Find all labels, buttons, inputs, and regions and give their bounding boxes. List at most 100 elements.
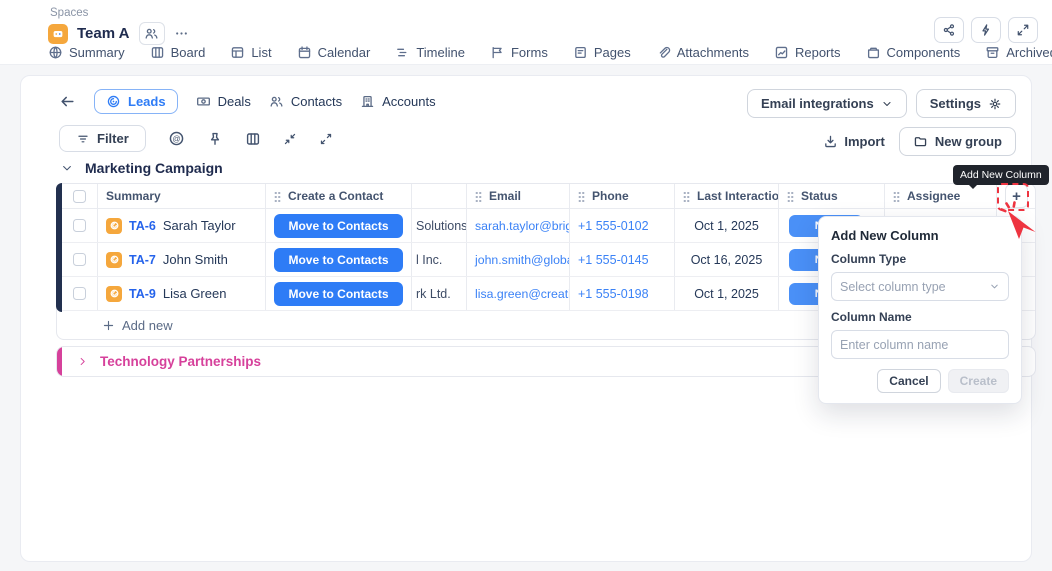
lead-name[interactable]: John Smith (162, 252, 228, 267)
cell-summary[interactable]: TA-9 Lisa Green (98, 277, 266, 310)
task-id[interactable]: TA-9 (129, 286, 156, 301)
email-integrations-button[interactable]: Email integrations (747, 89, 907, 118)
header-last-interaction[interactable]: Last Interaction (675, 184, 779, 208)
collapse-icon (284, 133, 295, 144)
tab-list[interactable]: List (230, 45, 272, 64)
tab-attachments[interactable]: Attachments (656, 45, 749, 64)
header-label: Phone (592, 189, 629, 203)
filter-button[interactable]: Filter (59, 125, 146, 152)
add-new-row-button[interactable]: Add new (57, 311, 1035, 339)
tab-pages[interactable]: Pages (573, 45, 631, 64)
header-assignee[interactable]: Assignee (885, 184, 997, 208)
cancel-button[interactable]: Cancel (877, 369, 941, 393)
subnav-item-leads[interactable]: Leads (94, 89, 178, 114)
more-options-button[interactable] (174, 26, 189, 41)
cell-phone[interactable]: +1 555-0102 (570, 209, 675, 242)
drag-handle-icon[interactable] (893, 190, 900, 202)
cell-company[interactable]: Solutions (412, 209, 467, 242)
cell-company[interactable]: rk Ltd. (412, 277, 467, 310)
tab-calendar[interactable]: Calendar (297, 45, 370, 64)
pin-button[interactable] (207, 131, 223, 147)
cell-company[interactable]: l Inc. (412, 243, 467, 276)
chevron-down-icon (883, 101, 891, 106)
tab-reports[interactable]: Reports (774, 45, 841, 64)
cell-last-interaction[interactable]: Oct 1, 2025 (675, 277, 779, 310)
columns-button[interactable] (245, 131, 261, 147)
lead-type-icon (106, 217, 122, 234)
drag-handle-icon[interactable] (683, 190, 690, 202)
column-name-input[interactable] (831, 330, 1009, 359)
header-company-truncated[interactable] (412, 184, 467, 208)
cell-last-interaction[interactable]: Oct 16, 2025 (675, 243, 779, 276)
automation-button[interactable] (971, 17, 1001, 43)
button-label: Import (844, 134, 885, 149)
row-checkbox[interactable] (73, 287, 86, 300)
header-email[interactable]: Email (467, 184, 570, 208)
share-button[interactable] (934, 17, 964, 43)
move-to-contacts-button[interactable]: Move to Contacts (274, 281, 403, 306)
back-button[interactable] (59, 93, 76, 110)
cell-phone[interactable]: +1 555-0145 (570, 243, 675, 276)
cell-email[interactable]: john.smith@global... (467, 243, 570, 276)
cell-summary[interactable]: TA-6 Sarah Taylor (98, 209, 266, 242)
select-all-checkbox[interactable] (73, 189, 86, 203)
members-button[interactable] (138, 22, 165, 45)
import-button[interactable]: Import (823, 134, 885, 149)
task-id[interactable]: TA-6 (129, 218, 156, 233)
subnav-item-accounts[interactable]: Accounts (360, 94, 436, 109)
tab-timeline[interactable]: Timeline (395, 45, 465, 64)
cell-summary[interactable]: TA-7 John Smith (98, 243, 266, 276)
forms-icon (492, 46, 502, 59)
expand-button[interactable] (1008, 17, 1038, 43)
drag-handle-icon[interactable] (475, 190, 482, 202)
task-id[interactable]: TA-7 (129, 252, 156, 267)
settings-button[interactable]: Settings (915, 89, 1016, 118)
tab-components[interactable]: Components (866, 45, 961, 64)
add-column-popup: Add New Column Column Type Select column… (818, 216, 1022, 404)
move-to-contacts-button[interactable]: Move to Contacts (274, 247, 403, 272)
add-new-column-tooltip: Add New Column (953, 165, 1049, 189)
tab-summary[interactable]: Summary (48, 45, 125, 64)
drag-handle-icon[interactable] (578, 190, 585, 202)
drag-handle-icon[interactable] (274, 190, 281, 202)
subnav-item-deals[interactable]: Deals (196, 94, 251, 109)
row-checkbox[interactable] (73, 253, 86, 266)
cell-phone[interactable]: +1 555-0198 (570, 277, 675, 310)
header-status[interactable]: Status (779, 184, 885, 208)
leads-icon (107, 95, 120, 108)
team-avatar-icon (48, 23, 68, 44)
svg-text:@: @ (172, 134, 180, 143)
header-label: Last Interaction (697, 189, 779, 203)
tab-board[interactable]: Board (150, 45, 205, 64)
gear-icon (989, 98, 1001, 109)
assignee-filter-button[interactable]: @ (168, 130, 185, 147)
move-to-contacts-button[interactable]: Move to Contacts (274, 213, 403, 238)
lead-name[interactable]: Lisa Green (162, 286, 227, 301)
tab-forms[interactable]: Forms (490, 45, 548, 64)
column-type-select[interactable]: Select column type (831, 272, 1009, 301)
cell-email[interactable]: lisa.green@creativ... (467, 277, 570, 310)
tab-label: Components (886, 45, 961, 60)
collapse-button[interactable] (283, 132, 297, 146)
tab-archived[interactable]: Archived work items (985, 45, 1052, 64)
cell-email[interactable]: sarah.taylor@brigh... (467, 209, 570, 242)
subnav-item-contacts[interactable]: Contacts (269, 94, 342, 109)
tab-label: Forms (510, 45, 548, 60)
cell-action: Move to Contacts (266, 209, 412, 242)
lead-type-icon (106, 285, 122, 302)
page-title: Team A (77, 25, 130, 42)
group-header-marketing-campaign[interactable]: Marketing Campaign (61, 160, 223, 176)
header-phone[interactable]: Phone (570, 184, 675, 208)
header-create-contact[interactable]: Create a Contact (266, 184, 412, 208)
row-checkbox[interactable] (73, 219, 86, 232)
new-group-button[interactable]: New group (898, 127, 1016, 156)
cell-last-interaction[interactable]: Oct 1, 2025 (675, 209, 779, 242)
breadcrumb[interactable]: Spaces (50, 7, 89, 19)
header-summary[interactable]: Summary (98, 184, 266, 208)
lead-name[interactable]: Sarah Taylor (162, 218, 236, 233)
pages-icon (574, 46, 586, 59)
back-arrow-icon (61, 96, 74, 107)
drag-handle-icon[interactable] (787, 190, 794, 202)
tab-label: Archived work items (1006, 45, 1052, 60)
expand-rows-button[interactable] (319, 132, 333, 146)
